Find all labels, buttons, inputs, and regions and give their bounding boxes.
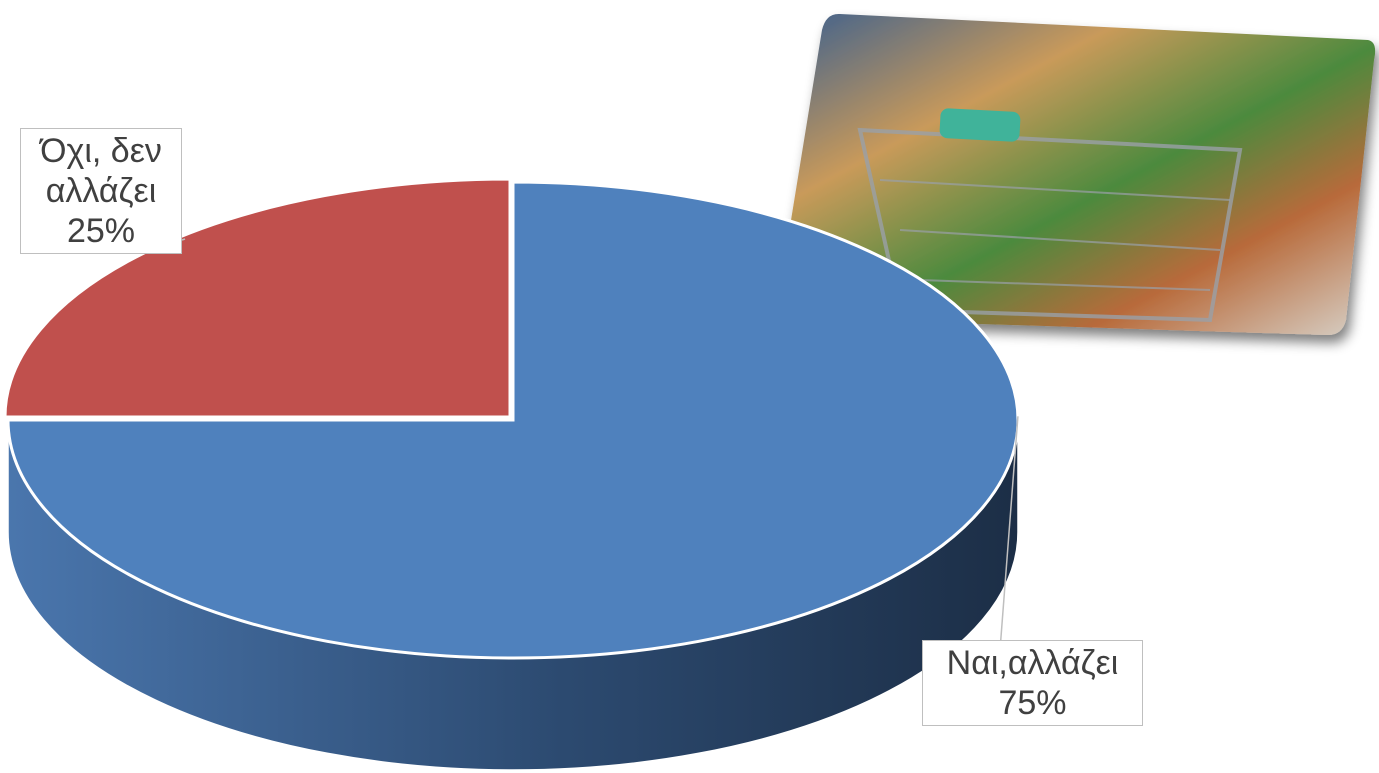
label-value: 25% bbox=[66, 212, 136, 250]
photo bbox=[777, 13, 1376, 336]
leader-line bbox=[181, 238, 186, 241]
data-label: Όχι, δεν αλλάζει 25% bbox=[20, 128, 182, 254]
leader-line bbox=[999, 416, 1019, 651]
leaders bbox=[181, 238, 1019, 651]
data-label: Ναι,αλλάζει 75% bbox=[922, 640, 1143, 726]
label-category: Όχι, δεν αλλάζει bbox=[40, 132, 162, 210]
pie bbox=[3, 177, 1020, 771]
label-category: Ναι,αλλάζει bbox=[946, 644, 1119, 682]
slice bbox=[6, 180, 1020, 660]
label-value: 75% bbox=[998, 684, 1067, 722]
